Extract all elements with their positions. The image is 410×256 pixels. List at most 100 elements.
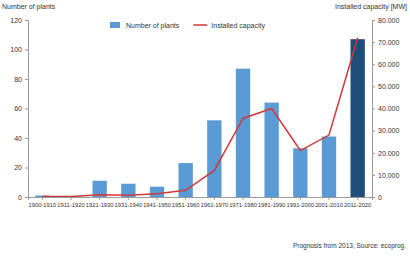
tick: 10.000 (372, 172, 400, 179)
tick-label: 60 (14, 105, 22, 112)
tick-mark (25, 20, 28, 21)
tick: 1900-1910 (28, 197, 56, 208)
tick-label: 1900-1910 (28, 202, 56, 208)
legend-item: Installed capacity (193, 22, 265, 30)
tick: 0 (372, 194, 382, 201)
tick-mark (25, 109, 28, 110)
axis-line (29, 198, 373, 201)
tick: 1951-1960 (172, 197, 200, 208)
bar-series (35, 39, 365, 197)
plot-area: 1900-19101911-19201921-19301931-19401941… (10, 17, 399, 208)
tick-label: 0 (378, 194, 382, 201)
tick-label: 20.000 (378, 149, 400, 156)
tick-label: 1911-1920 (57, 202, 84, 208)
tick: 70.000 (372, 39, 400, 46)
tick: 40 (14, 135, 28, 142)
tick-label: 80.000 (378, 17, 400, 24)
tick-label: 2001-2010 (315, 202, 343, 208)
bar (322, 137, 336, 197)
tick-mark (71, 197, 72, 200)
tick-label: 60.000 (378, 61, 400, 68)
tick-label: 1951-1960 (172, 202, 200, 208)
tick: 60.000 (372, 61, 400, 68)
tick: 1931-1940 (114, 197, 142, 208)
tick: 120 (10, 17, 28, 24)
tick: 0 (18, 194, 28, 201)
tick-label: 30.000 (378, 127, 400, 134)
legend-label: Number of plants (126, 22, 180, 30)
tick-label: 1921-1930 (86, 202, 114, 208)
legend: Number of plants Installed capacity (110, 22, 266, 30)
tick-label: 2011-2020 (344, 202, 371, 208)
tick-mark (25, 197, 28, 198)
legend-swatch (110, 22, 120, 28)
legend-item: Number of plants (110, 22, 180, 30)
tick-mark (372, 109, 375, 110)
chart: 1900-19101911-19201921-19301931-19401941… (0, 0, 410, 256)
tick-label: 50.000 (378, 83, 400, 90)
tick-label: 10.000 (378, 172, 400, 179)
y2-axis: 0 10.000 20.000 30.000 40.000 50.000 60.000 70.… (372, 17, 400, 201)
tick-mark (99, 197, 100, 200)
tick-mark (157, 197, 158, 200)
tick-label: 40 (14, 135, 22, 142)
tick-mark (372, 153, 375, 154)
tick-label: 0 (18, 194, 22, 201)
tick-mark (357, 197, 358, 200)
bar (236, 69, 250, 197)
tick-mark (214, 197, 215, 200)
tick-label: 20 (14, 164, 22, 171)
axis-line (25, 21, 29, 198)
tick-mark (128, 197, 129, 200)
tick-label: 70.000 (378, 39, 400, 46)
y2-axis-title: Installed capacity [MW] (335, 3, 407, 11)
tick-mark (25, 50, 28, 51)
tick-mark (372, 20, 375, 21)
tick-mark (372, 175, 375, 176)
tick: 1991-2000 (286, 197, 314, 208)
legend-swatch (193, 24, 207, 26)
tick-label: 1931-1940 (114, 202, 142, 208)
legend-label: Installed capacity (211, 22, 265, 30)
tick-label: 100 (10, 46, 22, 53)
tick: 1961-1970 (200, 197, 228, 208)
axis-line (373, 21, 376, 198)
tick: 20.000 (372, 149, 400, 156)
tick-label: 40.000 (378, 105, 400, 112)
marks (35, 38, 365, 197)
bar (150, 187, 164, 197)
bar (207, 120, 221, 197)
tick: 2011-2020 (344, 197, 371, 208)
bar (179, 163, 193, 197)
tick-label: 1971-1980 (229, 202, 257, 208)
tick-mark (372, 197, 375, 198)
tick-mark (372, 64, 375, 65)
tick-label: 1941-1950 (143, 202, 171, 208)
tick-mark (271, 197, 272, 200)
bar (351, 39, 365, 197)
tick: 30.000 (372, 127, 400, 134)
y-axis-title: Number of plants (2, 3, 56, 11)
tick-mark (372, 86, 375, 87)
line (42, 38, 357, 197)
tick: 20 (14, 164, 28, 171)
tick-label: 1981-1990 (258, 202, 286, 208)
tick-mark (25, 168, 28, 169)
tick: 100 (10, 46, 28, 53)
tick: 1941-1950 (143, 197, 171, 208)
tick-mark (372, 42, 375, 43)
tick-label: 120 (10, 17, 22, 24)
tick-label: 1961-1970 (200, 202, 228, 208)
tick: 80.000 (372, 17, 400, 24)
tick-mark (243, 197, 244, 200)
tick: 2001-2010 (315, 197, 343, 208)
tick: 1911-1920 (57, 197, 84, 208)
tick-mark (300, 197, 301, 200)
x-axis: 1900-19101911-19201921-19301931-19401941… (28, 197, 372, 208)
tick-mark (372, 131, 375, 132)
y-axis: 020406080100120 (10, 17, 28, 201)
tick: 1981-1990 (258, 197, 286, 208)
tick-mark (25, 138, 28, 139)
annotation: Prognosis from 2013, Source: ecoprog. (293, 242, 406, 250)
tick-mark (42, 197, 43, 200)
